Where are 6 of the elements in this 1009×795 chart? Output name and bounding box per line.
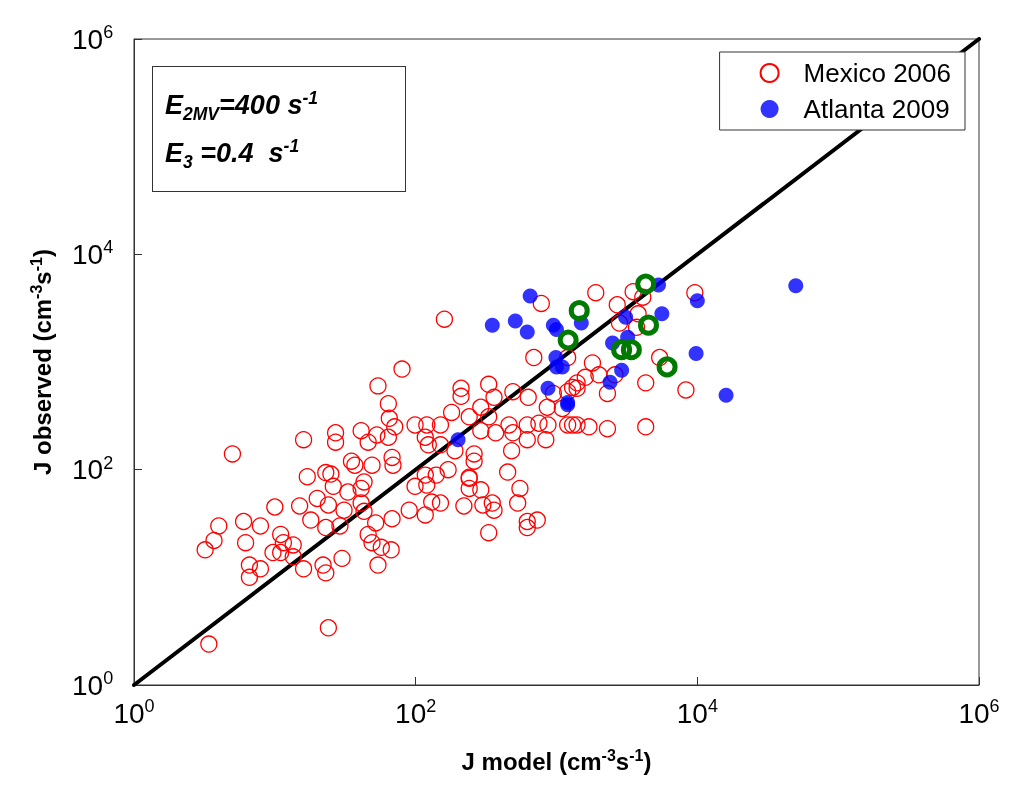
legend-label: Mexico 2006: [803, 58, 951, 88]
legend-label: Atlanta 2009: [803, 94, 950, 124]
y-axis-title: J observed (cm-3s-1): [27, 249, 56, 475]
annotation: E$_{3}$ =0.4 s$^{-1}$: [165, 135, 301, 175]
annotation: E$_{2MV}$=400 s$^{-1}$: [165, 87, 319, 127]
note-box: E$_{2MV}$=400 s$^{-1}$ E$_{3}$ =0.4 s$^{-1}$: [152, 66, 406, 192]
